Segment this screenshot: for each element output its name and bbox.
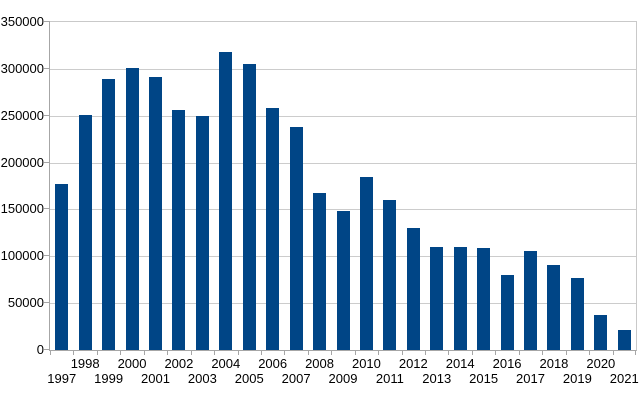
y-axis-tick (44, 67, 50, 69)
bar-2001 (148, 77, 162, 350)
bar-2002 (172, 110, 186, 350)
bar-2008 (313, 192, 327, 350)
bar-2004 (219, 52, 233, 350)
bar-2000 (125, 67, 139, 350)
x-axis-label: 2011 (375, 371, 404, 386)
bar-2010 (359, 176, 373, 350)
bar-2017 (524, 250, 538, 350)
plot-area (49, 21, 637, 351)
bar-2020 (594, 315, 608, 350)
x-axis-tick (214, 350, 216, 355)
x-axis-label: 2003 (187, 371, 217, 386)
bar-1997 (55, 184, 69, 350)
x-axis-label: 2004 (211, 356, 241, 371)
x-axis-tick (448, 350, 450, 355)
y-axis-tick (44, 161, 50, 163)
gridline (50, 68, 636, 70)
x-axis-label: 2000 (117, 356, 147, 371)
y-axis-tick (44, 208, 50, 210)
x-axis-tick (518, 350, 520, 355)
x-axis-label: 2013 (422, 371, 452, 386)
x-axis-tick (73, 350, 75, 355)
bar-2016 (500, 275, 514, 350)
x-axis-label: 2005 (234, 371, 264, 386)
x-axis-tick (635, 350, 636, 355)
x-axis-tick (354, 350, 356, 355)
x-axis-tick (589, 350, 591, 355)
x-axis-label: 2017 (516, 371, 545, 386)
x-axis-label: 2018 (539, 356, 569, 371)
y-axis-tick (44, 21, 50, 22)
x-axis-label: 2009 (328, 371, 358, 386)
x-axis-label: 2008 (305, 356, 334, 371)
x-axis-tick (260, 350, 262, 355)
x-axis-label: 2019 (562, 371, 592, 386)
x-axis-label: 1997 (47, 371, 77, 386)
y-axis-tick (44, 302, 50, 304)
x-axis-label: 2015 (469, 371, 499, 386)
y-axis-label: 350000 (0, 14, 44, 29)
y-axis-tick (44, 255, 50, 257)
x-axis-tick (378, 350, 380, 355)
y-axis-label: 150000 (0, 201, 44, 217)
bar-2011 (383, 200, 397, 350)
x-axis-tick (495, 350, 497, 355)
x-axis-label: 2001 (141, 371, 170, 386)
x-axis-tick (425, 350, 427, 355)
x-axis-tick (542, 350, 544, 355)
x-axis-label: 2007 (281, 371, 311, 386)
y-axis-label: 250000 (0, 107, 44, 123)
x-axis-label: 2016 (492, 356, 522, 371)
gridline (50, 209, 636, 211)
x-axis-label: 2021 (609, 371, 639, 386)
x-axis-label: 2006 (258, 356, 288, 371)
gridline (50, 162, 636, 164)
bar-2019 (570, 277, 584, 350)
x-axis-tick (120, 350, 122, 355)
x-axis-label: 2010 (351, 356, 381, 371)
bar-2003 (195, 115, 209, 350)
bar-2005 (242, 64, 256, 350)
x-axis-tick (307, 350, 309, 355)
x-axis-tick (190, 350, 192, 355)
x-axis-tick (237, 350, 239, 355)
bar-2021 (617, 330, 631, 350)
x-axis-label: 1999 (94, 371, 124, 386)
bar-2015 (477, 247, 491, 350)
bar-1999 (102, 79, 116, 350)
x-axis-tick (96, 350, 98, 355)
y-axis-tick (44, 349, 50, 350)
x-axis-tick (565, 350, 567, 355)
bar-2007 (289, 126, 303, 350)
y-axis-tick (44, 114, 50, 116)
x-axis-label: 2002 (164, 356, 194, 371)
x-axis-tick (143, 350, 145, 355)
y-axis-label: 300000 (0, 60, 44, 76)
y-axis-label: 0 (36, 342, 44, 357)
bar-2009 (336, 211, 350, 350)
x-axis-tick (471, 350, 473, 355)
x-axis-tick (401, 350, 403, 355)
x-axis-tick (167, 350, 169, 355)
bar-1998 (78, 114, 92, 350)
x-axis-label: 2020 (586, 356, 616, 371)
bar-2018 (547, 264, 561, 350)
gridline (50, 115, 636, 117)
bar-2014 (453, 246, 467, 350)
x-axis-tick (331, 350, 333, 355)
y-axis-label: 50000 (7, 295, 44, 311)
x-axis-tick (50, 350, 51, 355)
bar-2013 (430, 246, 444, 350)
x-axis-tick (284, 350, 286, 355)
bar-2006 (266, 108, 280, 350)
x-axis-tick (612, 350, 614, 355)
y-axis-label: 200000 (0, 154, 44, 170)
y-axis-label: 100000 (0, 248, 44, 264)
bar-2012 (406, 228, 420, 350)
x-axis-label: 2014 (445, 356, 475, 371)
x-axis-label: 2012 (398, 356, 428, 371)
x-axis-label: 1998 (70, 356, 100, 371)
